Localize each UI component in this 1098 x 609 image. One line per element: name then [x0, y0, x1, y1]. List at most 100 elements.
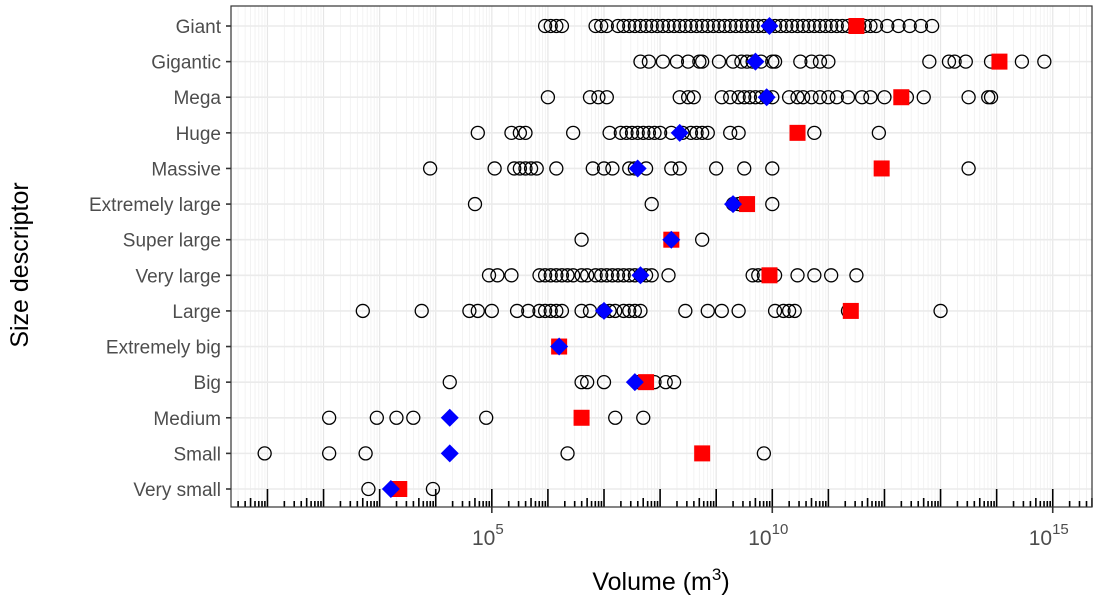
observation-point — [619, 125, 634, 140]
median-marker — [550, 337, 569, 356]
observation-point — [369, 410, 384, 425]
observation-point — [467, 196, 483, 212]
observation-point — [737, 90, 752, 105]
observation-point — [484, 303, 499, 319]
y-tick-label: Massive — [151, 159, 221, 180]
observation-point — [695, 18, 710, 34]
observation-point — [824, 268, 839, 283]
observation-point — [470, 125, 485, 140]
median-marker — [440, 408, 459, 427]
observation-point — [824, 18, 839, 34]
median-marker — [381, 480, 400, 498]
observation-point — [518, 161, 533, 176]
y-axis: Very small Small Medium Big Extremely big Lar… — [89, 17, 231, 501]
observation-point — [678, 303, 693, 319]
observation-point — [821, 90, 836, 105]
observation-point — [891, 18, 906, 34]
observation-point — [481, 268, 497, 283]
y-tick-label: Gigantic — [151, 53, 221, 74]
observation-point — [627, 303, 643, 319]
observation-point — [406, 410, 421, 425]
observation-point — [700, 125, 715, 140]
x-tick-exponent: 15 — [1052, 521, 1069, 538]
summary-markers — [381, 17, 1008, 498]
observation-point — [812, 18, 828, 34]
observation-point — [913, 18, 929, 34]
observation-point — [877, 90, 892, 105]
observation-point — [661, 268, 676, 283]
observation-point — [599, 90, 614, 105]
observation-point — [543, 268, 558, 283]
mean-marker — [761, 267, 778, 284]
y-tick-label: Super large — [123, 231, 221, 252]
observation-point — [599, 268, 614, 283]
y-tick-label: Giant — [176, 17, 222, 38]
observation-point — [566, 268, 581, 283]
observation-point — [941, 54, 957, 69]
observation-point — [389, 410, 404, 425]
observation-point — [644, 196, 659, 212]
x-tick-exponent: 10 — [772, 521, 789, 538]
mean-marker — [991, 53, 1008, 70]
y-tick-label: Small — [173, 444, 221, 465]
observation-point — [790, 90, 805, 105]
x-axis: 105 1010 1015 — [472, 507, 1069, 550]
observation-point — [638, 18, 654, 34]
observation-point — [765, 196, 780, 212]
mean-marker — [873, 160, 890, 177]
observation-point — [947, 54, 962, 69]
median-marker — [724, 195, 743, 214]
observation-point — [588, 268, 603, 283]
mean-marker — [739, 196, 756, 213]
observation-point — [711, 54, 727, 69]
observation-point — [490, 268, 505, 283]
observation-point — [779, 18, 794, 34]
observation-point — [709, 161, 724, 176]
observation-point — [737, 161, 752, 176]
observation-point — [678, 18, 693, 34]
observation-point — [532, 268, 547, 283]
observation-point — [655, 18, 671, 34]
observation-point — [627, 18, 643, 34]
observation-point — [922, 54, 937, 69]
observation-point — [804, 54, 819, 69]
x-tick-base: 10 — [1029, 527, 1052, 550]
observation-point — [731, 90, 746, 105]
observation-point — [622, 18, 637, 34]
y-tick-label: Big — [194, 373, 221, 394]
observation-point — [1037, 54, 1052, 69]
observation-point — [807, 18, 822, 34]
observation-point — [616, 268, 631, 283]
observation-point — [765, 161, 780, 176]
observation-point — [723, 125, 738, 140]
observation-point — [739, 18, 755, 34]
observation-point — [554, 18, 570, 34]
y-tick-label: Extremely big — [106, 338, 221, 359]
observation-point — [818, 18, 833, 34]
observation-point — [523, 161, 539, 176]
observation-point — [596, 161, 612, 176]
observation-point — [664, 161, 679, 176]
observation-point — [487, 161, 502, 176]
x-tick-label: 1015 — [1029, 521, 1069, 550]
observation-point — [728, 18, 743, 34]
mean-marker — [893, 89, 910, 106]
observation-point — [322, 410, 337, 425]
observation-point — [574, 268, 589, 283]
observation-point — [756, 446, 772, 461]
observation-point — [549, 268, 564, 283]
observation-point — [470, 303, 485, 319]
observation-point — [711, 18, 727, 34]
observation-point — [479, 410, 494, 425]
observation-point — [504, 125, 519, 140]
observation-point — [868, 18, 884, 34]
observation-point — [537, 268, 553, 283]
observation-point — [695, 54, 710, 69]
observation-point — [636, 125, 651, 140]
observation-point — [669, 54, 685, 69]
observation-point — [422, 161, 438, 176]
observation-point — [652, 125, 668, 140]
x-tick-base: 10 — [748, 527, 771, 550]
observation-point — [591, 90, 606, 105]
observation-point — [616, 18, 631, 34]
